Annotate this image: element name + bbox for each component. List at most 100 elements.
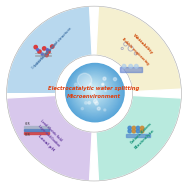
Circle shape [84, 82, 102, 99]
Circle shape [102, 84, 104, 86]
Circle shape [73, 71, 115, 113]
Circle shape [134, 64, 138, 68]
Circle shape [67, 65, 123, 120]
Circle shape [51, 45, 54, 48]
Text: Electrocatalytic water splitting: Electrocatalytic water splitting [48, 86, 140, 91]
Wedge shape [7, 6, 92, 94]
Circle shape [85, 83, 101, 99]
Circle shape [74, 83, 77, 86]
Text: OER: OER [25, 133, 31, 137]
Circle shape [95, 96, 97, 98]
Circle shape [81, 88, 82, 90]
Circle shape [91, 89, 93, 91]
Circle shape [86, 83, 100, 98]
Bar [24, 129, 49, 131]
Circle shape [89, 83, 92, 86]
Text: Wettability: Wettability [132, 33, 154, 55]
Circle shape [128, 129, 131, 133]
Circle shape [140, 129, 144, 133]
Circle shape [38, 50, 41, 53]
Circle shape [77, 73, 92, 88]
Circle shape [70, 67, 119, 117]
Circle shape [129, 64, 133, 68]
Text: HER: HER [25, 122, 31, 125]
Circle shape [93, 95, 94, 97]
Circle shape [76, 73, 112, 110]
Text: Local pH: Local pH [37, 135, 55, 152]
Circle shape [136, 129, 140, 133]
Text: Orientation/hydrogen bond: Orientation/hydrogen bond [31, 40, 60, 70]
Circle shape [132, 129, 136, 133]
Wedge shape [96, 96, 181, 181]
Circle shape [88, 101, 91, 104]
Circle shape [81, 79, 106, 103]
Circle shape [122, 64, 126, 68]
Circle shape [42, 47, 46, 50]
Circle shape [66, 64, 124, 122]
Circle shape [113, 77, 117, 81]
Circle shape [72, 69, 117, 115]
Bar [24, 132, 49, 134]
Circle shape [67, 64, 123, 121]
Circle shape [83, 81, 102, 100]
Bar [24, 126, 49, 128]
Circle shape [78, 75, 110, 107]
Circle shape [76, 74, 111, 109]
Circle shape [87, 85, 98, 95]
Circle shape [69, 67, 120, 118]
Circle shape [95, 102, 98, 105]
Circle shape [82, 80, 104, 102]
Text: Local electric field: Local electric field [39, 119, 62, 142]
Circle shape [74, 71, 114, 112]
Circle shape [70, 68, 118, 116]
Circle shape [41, 53, 43, 55]
Circle shape [128, 126, 131, 130]
Circle shape [86, 84, 99, 97]
Circle shape [89, 87, 96, 94]
Circle shape [72, 70, 116, 114]
Circle shape [82, 79, 105, 103]
Circle shape [81, 108, 83, 110]
Text: Cations/Anions: Cations/Anions [130, 121, 153, 145]
Circle shape [45, 53, 48, 57]
Text: Bubble engineering: Bubble engineering [121, 37, 149, 66]
Circle shape [87, 84, 99, 96]
Circle shape [71, 69, 118, 115]
Circle shape [34, 45, 37, 49]
Bar [120, 67, 142, 72]
Circle shape [89, 87, 95, 93]
Circle shape [85, 102, 87, 104]
Circle shape [68, 66, 121, 119]
Circle shape [103, 77, 106, 80]
Circle shape [77, 75, 111, 108]
Circle shape [78, 76, 109, 107]
Circle shape [88, 86, 97, 94]
Text: Microenvironment: Microenvironment [67, 94, 121, 99]
Circle shape [91, 88, 94, 91]
Circle shape [47, 50, 50, 53]
Circle shape [90, 88, 95, 92]
Circle shape [136, 126, 140, 130]
Text: Interfacial water structure: Interfacial water structure [34, 27, 72, 68]
Circle shape [92, 91, 95, 95]
Circle shape [74, 72, 114, 111]
Bar [126, 134, 150, 137]
Text: Electrolyte: Electrolyte [134, 129, 155, 150]
Circle shape [140, 126, 144, 130]
Circle shape [80, 77, 107, 105]
Circle shape [97, 107, 100, 110]
Circle shape [132, 126, 136, 130]
Wedge shape [7, 96, 92, 181]
Circle shape [94, 100, 97, 103]
Circle shape [102, 83, 104, 85]
Circle shape [75, 73, 113, 111]
Text: Layer modification: Layer modification [37, 125, 60, 148]
Circle shape [46, 49, 49, 51]
Circle shape [80, 78, 106, 104]
Circle shape [36, 49, 39, 51]
Circle shape [79, 77, 108, 106]
Wedge shape [96, 6, 181, 91]
Circle shape [105, 90, 106, 91]
Circle shape [83, 81, 103, 101]
Circle shape [68, 65, 122, 119]
